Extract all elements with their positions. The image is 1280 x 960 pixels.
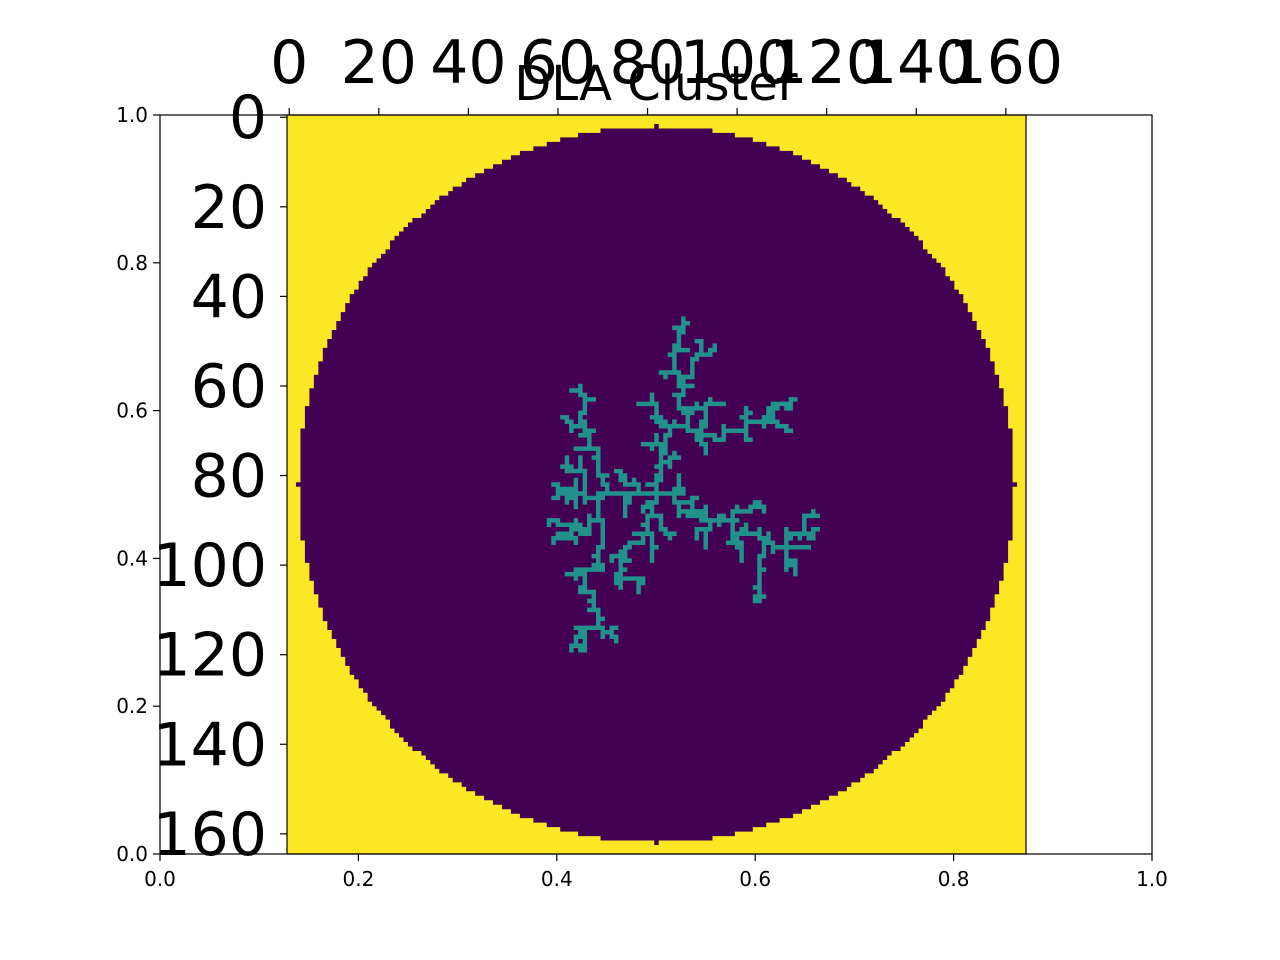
outer-x-axis: 0.0 0.2 0.4 0.6 0.8 1.0	[144, 854, 1168, 891]
image-y-tick-label: 80	[191, 442, 267, 512]
outer-y-tick-label: 0.4	[116, 546, 148, 570]
outer-y-axis: 0.0 0.2 0.4 0.6 0.8 1.0	[116, 103, 160, 866]
image-y-tick-label: 160	[152, 800, 267, 870]
outer-y-tick-label: 0.6	[116, 399, 148, 423]
image-x-tick-label: 100	[680, 28, 795, 98]
image-y-axis: 0 20 40 60 80 100 120 140 160	[152, 83, 287, 870]
image-x-tick-label: 0	[270, 28, 308, 98]
outer-y-tick-label: 0.2	[116, 694, 148, 718]
image-y-tick-label: 0	[229, 83, 267, 153]
image-y-tick-label: 140	[152, 710, 267, 780]
image-x-tick-label: 60	[520, 28, 596, 98]
outer-y-tick-label: 1.0	[116, 103, 148, 127]
image-x-tick-label: 20	[341, 28, 417, 98]
image-x-tick-label: 120	[769, 28, 884, 98]
outer-x-tick-label: 0.4	[541, 867, 573, 891]
chart-title: DLA Cluster	[514, 56, 798, 112]
image-x-tick-label: 40	[430, 28, 506, 98]
dla-cluster	[546, 316, 820, 653]
image-axes-frame	[286, 114, 1027, 855]
outer-x-tick-label: 0.6	[739, 867, 771, 891]
image-y-tick-label: 60	[191, 352, 267, 422]
outer-y-tick-label: 0.0	[116, 842, 148, 866]
outer-y-tick-label: 0.8	[116, 251, 148, 275]
image-y-tick-label: 20	[191, 173, 267, 243]
outer-x-tick-label: 0.2	[342, 867, 374, 891]
outer-x-tick-label: 0.0	[144, 867, 176, 891]
image-y-tick-label: 100	[152, 531, 267, 601]
image-x-tick-label: 140	[859, 28, 974, 98]
outer-x-tick-label: 1.0	[1136, 867, 1168, 891]
image-y-tick-label: 40	[191, 262, 267, 332]
image-x-tick-label: 80	[609, 28, 685, 98]
image-x-tick-label: 160	[949, 28, 1064, 98]
image-y-tick-label: 120	[152, 621, 267, 691]
outer-x-tick-label: 0.8	[938, 867, 970, 891]
